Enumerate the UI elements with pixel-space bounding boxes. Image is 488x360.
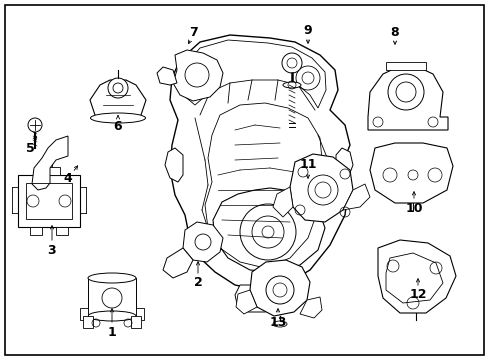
Ellipse shape	[88, 311, 136, 321]
Polygon shape	[249, 260, 309, 316]
Ellipse shape	[90, 113, 145, 123]
Text: 11: 11	[299, 158, 316, 171]
Text: 12: 12	[408, 288, 426, 302]
Text: 8: 8	[390, 26, 399, 39]
Polygon shape	[272, 187, 292, 217]
Polygon shape	[30, 227, 42, 235]
Ellipse shape	[88, 273, 136, 283]
Polygon shape	[83, 316, 93, 328]
Text: 9: 9	[303, 23, 312, 36]
Polygon shape	[173, 50, 223, 101]
Polygon shape	[38, 167, 60, 175]
Polygon shape	[88, 278, 136, 316]
Polygon shape	[236, 290, 257, 314]
Ellipse shape	[283, 82, 301, 88]
Circle shape	[28, 118, 42, 132]
Text: 4: 4	[63, 171, 72, 184]
Polygon shape	[80, 308, 88, 320]
Polygon shape	[377, 240, 455, 313]
Polygon shape	[56, 227, 68, 235]
Text: 13: 13	[269, 315, 286, 328]
Polygon shape	[131, 316, 141, 328]
Polygon shape	[90, 80, 146, 118]
Bar	[385, 62, 425, 70]
Circle shape	[108, 78, 128, 98]
Text: 2: 2	[193, 276, 202, 289]
Polygon shape	[164, 148, 183, 182]
Polygon shape	[163, 248, 193, 278]
Polygon shape	[136, 308, 143, 320]
Polygon shape	[289, 154, 352, 222]
Text: 10: 10	[405, 202, 422, 215]
Polygon shape	[18, 175, 80, 227]
Polygon shape	[157, 67, 177, 85]
Text: 1: 1	[107, 325, 116, 338]
Text: 7: 7	[189, 26, 198, 39]
Ellipse shape	[272, 321, 286, 327]
Polygon shape	[342, 184, 369, 210]
Polygon shape	[170, 35, 349, 290]
Polygon shape	[235, 285, 278, 312]
Text: 5: 5	[25, 141, 34, 154]
Polygon shape	[183, 222, 223, 262]
Bar	[26, 183, 72, 219]
Polygon shape	[335, 148, 352, 180]
Circle shape	[282, 53, 302, 73]
Text: 6: 6	[113, 120, 122, 132]
Text: 3: 3	[48, 243, 56, 256]
Polygon shape	[299, 297, 321, 318]
Polygon shape	[367, 67, 447, 130]
Polygon shape	[369, 143, 452, 203]
Polygon shape	[32, 136, 68, 190]
